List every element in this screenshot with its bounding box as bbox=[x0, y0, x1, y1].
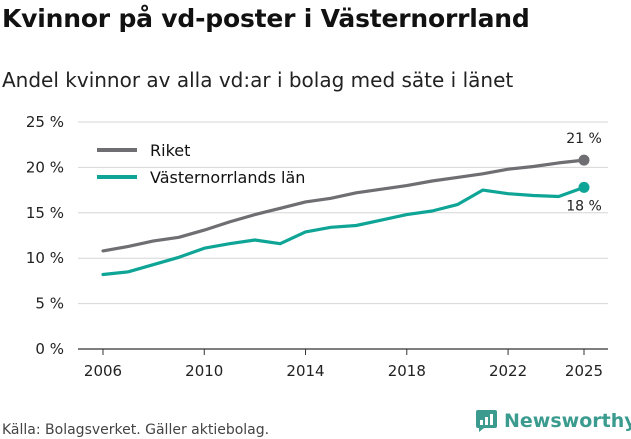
newsworthy-logo: Newsworthy bbox=[475, 409, 631, 433]
chart-subtitle: Andel kvinnor av alla vd:ar i bolag med … bbox=[2, 68, 514, 92]
y-tick-label: 5 % bbox=[35, 295, 64, 313]
gridlines bbox=[78, 121, 608, 350]
series-lines: 21 % 18 % bbox=[101, 131, 602, 277]
series-endpoint-lan bbox=[578, 181, 590, 193]
x-tick-label: 2010 bbox=[185, 362, 223, 380]
x-tick-label: 2025 bbox=[565, 362, 603, 380]
bar-chart-icon bbox=[476, 410, 497, 432]
x-axis-ticks: 2006 2010 2014 2018 2022 2025 bbox=[84, 349, 603, 380]
end-value-label: 21 % bbox=[566, 131, 602, 147]
series-endpoint-riket bbox=[578, 154, 590, 166]
x-tick-label: 2022 bbox=[489, 362, 527, 380]
x-tick-label: 2014 bbox=[286, 362, 324, 380]
end-value-label: 18 % bbox=[566, 198, 602, 214]
legend: Riket Västernorrlands län bbox=[97, 141, 305, 187]
series-line-lan bbox=[101, 185, 586, 277]
y-axis-ticks: 0 % 5 % 10 % 15 % 20 % 25 % bbox=[26, 113, 64, 358]
y-tick-label: 15 % bbox=[26, 204, 64, 222]
chart-title: Kvinnor på vd-poster i Västernorrland bbox=[2, 4, 530, 33]
legend-label-lan: Västernorrlands län bbox=[150, 168, 305, 187]
brand-name: Newsworthy bbox=[504, 410, 631, 432]
y-tick-label: 0 % bbox=[35, 340, 64, 358]
y-tick-label: 10 % bbox=[26, 249, 64, 267]
series-line-riket bbox=[101, 158, 586, 253]
x-tick-label: 2018 bbox=[388, 362, 426, 380]
y-tick-label: 20 % bbox=[26, 158, 64, 176]
source-note: Källa: Bolagsverket. Gäller aktiebolag. bbox=[2, 422, 270, 438]
legend-label-riket: Riket bbox=[150, 141, 190, 160]
y-tick-label: 25 % bbox=[26, 113, 64, 131]
x-tick-label: 2006 bbox=[84, 362, 122, 380]
